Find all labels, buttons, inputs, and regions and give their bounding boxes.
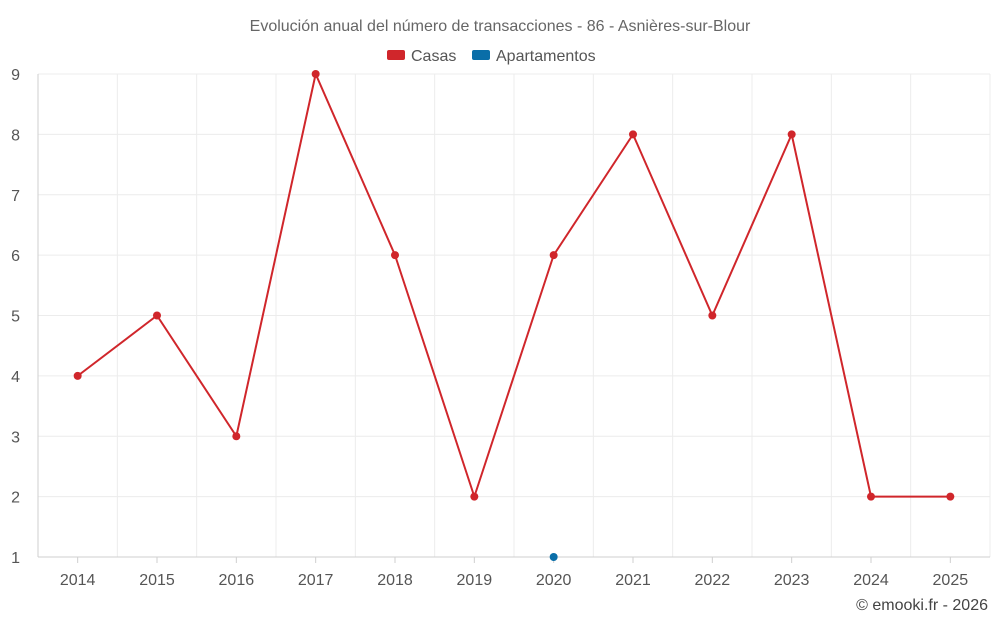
series-line-casas (77, 73, 951, 498)
data-point-casas-2022[interactable] (708, 311, 717, 320)
x-tick-label: 2018 (377, 572, 413, 589)
x-tick-label: 2024 (853, 572, 889, 589)
data-point-casas-2017[interactable] (311, 70, 320, 78)
data-point-casas-2023[interactable] (787, 130, 796, 139)
legend-swatch-apartamentos (472, 50, 490, 60)
data-point-casas-2024[interactable] (867, 492, 875, 501)
series-apartamentos (549, 553, 558, 561)
data-point-apartamentos-2020[interactable] (549, 553, 558, 561)
y-tick-label: 6 (11, 248, 20, 265)
data-point-casas-2018[interactable] (391, 251, 399, 260)
y-tick-label: 2 (11, 490, 20, 507)
axes: 1 2 3 4 5 6 7 8 9 2014 2015 2016 2017 2018 2019 2020 202… (11, 67, 990, 589)
data-point-casas-2021[interactable] (629, 130, 637, 139)
legend-swatch-casas (387, 50, 405, 60)
x-tick-label: 2022 (695, 572, 731, 589)
legend-item-casas[interactable]: Casas (387, 48, 456, 65)
legend-label-apartamentos: Apartamentos (496, 48, 596, 65)
legend-label-casas: Casas (411, 48, 456, 65)
series (73, 70, 955, 561)
x-tick-label: 2014 (60, 572, 96, 589)
data-point-casas-2025[interactable] (946, 492, 955, 501)
data-point-casas-2015[interactable] (153, 311, 161, 320)
legend-item-apartamentos[interactable]: Apartamentos (472, 48, 596, 65)
x-tick-label: 2020 (536, 572, 572, 589)
legend: Casas Apartamentos (387, 48, 596, 65)
data-point-casas-2020[interactable] (549, 251, 558, 260)
data-point-casas-2014[interactable] (73, 371, 82, 380)
y-tick-label: 5 (11, 309, 20, 326)
x-tick-label: 2019 (457, 572, 493, 589)
y-tick-label: 8 (11, 127, 20, 144)
data-point-casas-2016[interactable] (232, 432, 241, 441)
y-tick-label: 1 (11, 550, 20, 567)
x-tick-label: 2016 (219, 572, 255, 589)
x-tick-label: 2015 (139, 572, 175, 589)
data-point-casas-2019[interactable] (470, 492, 479, 501)
x-tick-label: 2025 (933, 572, 969, 589)
x-tick-label: 2021 (615, 572, 651, 589)
y-tick-label: 9 (11, 67, 20, 84)
series-casas (73, 70, 955, 501)
x-tick-label: 2023 (774, 572, 810, 589)
y-tick-label: 4 (11, 369, 20, 386)
y-tick-label: 7 (11, 188, 20, 205)
grid (37, 73, 991, 558)
y-tick-label: 3 (11, 429, 20, 446)
x-tick-label: 2017 (298, 572, 334, 589)
chart-title: Evolución anual del número de transaccio… (250, 18, 751, 35)
credit-text: © emooki.fr - 2026 (856, 597, 988, 614)
